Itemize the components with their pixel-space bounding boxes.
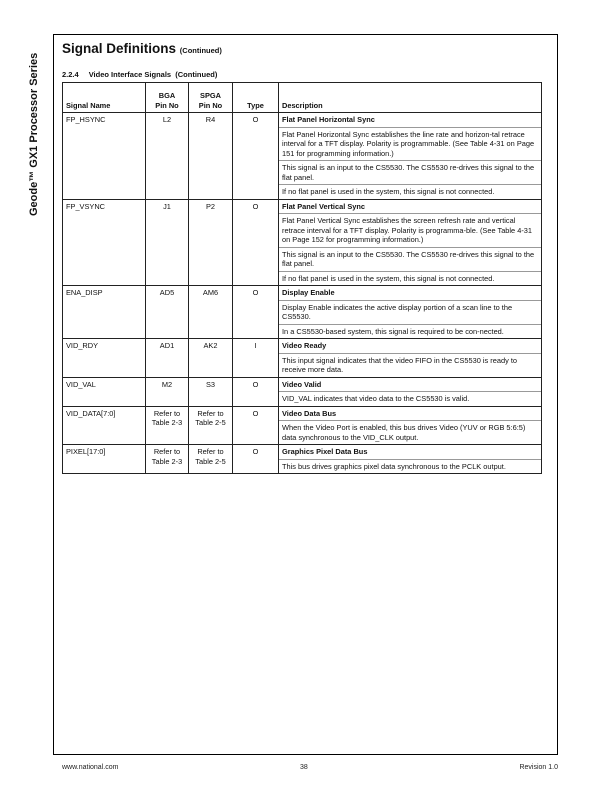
title-text: Signal Definitions (62, 41, 177, 56)
description-paragraph: Display Enable indicates the active disp… (279, 299, 541, 324)
cell-name: FP_HSYNC (62, 112, 146, 200)
cell-type: O (232, 444, 279, 474)
page-title: Signal Definitions (Continued) (62, 41, 222, 56)
cell-name: VID_VAL (62, 376, 146, 407)
column-header: SPGA Pin No (188, 82, 233, 113)
description-paragraph: If no flat panel is used in the system, … (279, 184, 541, 199)
description-heading: Video Data Bus (282, 408, 337, 418)
footer-url: www.national.com (62, 764, 119, 771)
table-row: VID_DATA[7:0] Refer to Table 2-3 Refer to … (62, 405, 542, 445)
title-suffix: (Continued) (179, 46, 222, 55)
cell-spga: AM6 (188, 285, 233, 339)
page-frame (53, 34, 558, 755)
column-header: BGA Pin No (145, 82, 189, 113)
footer-revision: Revision 1.0 (519, 764, 558, 771)
cell-type: O (232, 285, 279, 339)
description-heading: Graphics Pixel Data Bus (282, 447, 368, 456)
description-paragraph: In a CS5530-based system, this signal is… (279, 323, 541, 339)
table-row: PIXEL[17:0] Refer to Table 2-3 Refer to Ta… (62, 444, 542, 474)
cell-description: Video Data Bus When the Video Port is ena… (278, 405, 542, 445)
cell-bga: J1 (145, 198, 189, 286)
cell-spga: S3 (188, 376, 233, 407)
table-row: FP_VSYNC J1 P2 O Flat Panel Vertical Sync Fla… (62, 198, 542, 286)
description-paragraph: This signal is an input to the CS5530. T… (279, 246, 541, 271)
cell-type: O (232, 198, 279, 286)
column-header: Description (278, 82, 542, 113)
description-heading: Flat Panel Horizontal Sync (282, 115, 375, 124)
description-paragraph: Flat Panel Horizontal Sync establishes t… (279, 126, 541, 161)
cell-name: VID_DATA[7:0] (62, 405, 146, 445)
cell-type: O (232, 376, 279, 407)
cell-name: ENA_DISP (62, 285, 146, 339)
description-paragraph: This bus drives graphics pixel data sync… (279, 458, 541, 474)
table-row: FP_HSYNC L2 R4 O Flat Panel Horizontal Sync F… (62, 112, 542, 200)
cell-spga: Refer to Table 2-5 (188, 405, 233, 445)
description-paragraph: Flat Panel Vertical Sync establishes the… (279, 213, 541, 247)
column-header: Signal Name (62, 82, 146, 113)
description-paragraph: VID_VAL indicates that video data to the… (279, 391, 541, 406)
description-paragraph: If no flat panel is used in the system, … (279, 270, 541, 286)
section-heading: 2.2.4 Video Interface Signals (Continued) (62, 70, 217, 79)
cell-bga: L2 (145, 112, 189, 200)
signal-table: Signal Name BGA Pin No SPGA Pin No Type Desc… (62, 82, 542, 474)
cell-spga: Refer to Table 2-5 (188, 444, 233, 474)
cell-name: FP_VSYNC (62, 198, 146, 286)
column-header: Type (232, 82, 279, 113)
cell-type: I (232, 338, 279, 378)
table-row: VID_VAL M2 S3 O Video Valid VID_VAL indicates… (62, 376, 542, 407)
cell-spga: R4 (188, 112, 233, 200)
description-paragraph: When the Video Port is enabled, this bus… (279, 420, 541, 444)
cell-spga: AK2 (188, 338, 233, 378)
description-paragraph: This input signal indicates that the vid… (279, 352, 541, 377)
cell-bga: Refer to Table 2-3 (145, 444, 189, 474)
cell-bga: AD1 (145, 338, 189, 378)
table-row: VID_RDY AD1 AK2 I Video Ready This input sign… (62, 338, 542, 378)
description-heading: Flat Panel Vertical Sync (282, 201, 365, 211)
cell-bga: Refer to Table 2-3 (145, 405, 189, 445)
cell-description: Graphics Pixel Data Bus This bus drives g… (278, 444, 542, 474)
cell-name: PIXEL[17:0] (62, 444, 146, 474)
description-heading: Video Valid (282, 379, 322, 389)
series-title: Geode™ GX1 Processor Series (28, 52, 40, 216)
footer-page-number: 38 (300, 764, 308, 771)
table-row: ENA_DISP AD5 AM6 O Display Enable Display Ena… (62, 285, 542, 339)
cell-type: O (232, 112, 279, 200)
cell-description: Flat Panel Horizontal Sync Flat Panel Hor… (278, 112, 542, 200)
cell-description: Video Valid VID_VAL indicates that video … (278, 376, 542, 407)
section-label: Video Interface Signals (Continued) (88, 70, 218, 79)
cell-description: Video Ready This input signal indicates t… (278, 338, 542, 378)
cell-name: VID_RDY (62, 338, 146, 378)
cell-bga: M2 (145, 376, 189, 407)
cell-description: Flat Panel Vertical Sync Flat Panel Verti… (278, 198, 542, 286)
section-number: 2.2.4 (62, 70, 79, 79)
cell-bga: AD5 (145, 285, 189, 339)
description-paragraph: This signal is an input to the CS5530. T… (279, 160, 541, 184)
cell-type: O (232, 405, 279, 445)
cell-description: Display Enable Display Enable indicates t… (278, 285, 542, 339)
description-heading: Display Enable (282, 288, 335, 297)
description-heading: Video Ready (282, 341, 327, 350)
cell-spga: P2 (188, 198, 233, 286)
